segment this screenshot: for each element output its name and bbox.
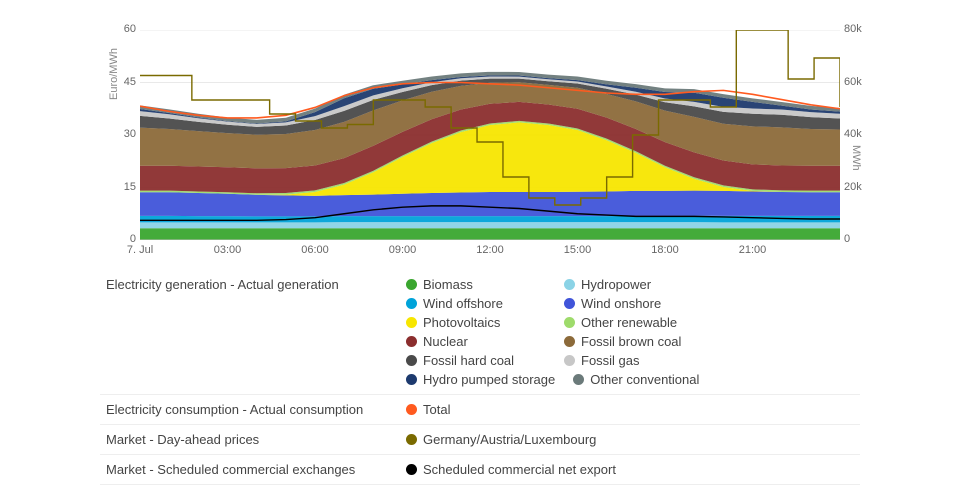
legend-swatch — [564, 317, 575, 328]
legend-item[interactable]: Scheduled commercial net export — [406, 462, 616, 477]
legend-swatch — [406, 374, 417, 385]
x-tick: 18:00 — [651, 244, 679, 256]
y-left-tick: 30 — [106, 128, 136, 140]
legend: Electricity generation - Actual generati… — [100, 270, 860, 485]
y-right-tick: 60k — [844, 76, 874, 88]
legend-row: Market - Day-ahead prices Germany/Austria… — [100, 425, 860, 455]
y-right-tick: 0 — [844, 233, 874, 245]
y-right-tick: 40k — [844, 128, 874, 140]
legend-item[interactable]: Fossil gas — [564, 353, 704, 368]
legend-swatch — [406, 279, 417, 290]
legend-item[interactable]: Hydropower — [564, 277, 704, 292]
legend-item[interactable]: Photovoltaics — [406, 315, 546, 330]
legend-item[interactable]: Other conventional — [573, 372, 713, 387]
legend-row-items: Scheduled commercial net export — [406, 462, 860, 477]
legend-item[interactable]: Other renewable — [564, 315, 704, 330]
legend-label: Fossil gas — [581, 353, 640, 368]
chart-svg — [140, 30, 840, 240]
legend-label: Nuclear — [423, 334, 468, 349]
x-tick: 12:00 — [476, 244, 504, 256]
y-right-tick: 80k — [844, 23, 874, 35]
legend-swatch — [406, 355, 417, 366]
legend-item[interactable]: Total — [406, 402, 546, 417]
legend-label: Other conventional — [590, 372, 699, 387]
energy-chart-panel: Euro/MWh MWh 015304560 020k40k60k80k 7. … — [0, 0, 960, 500]
legend-label: Total — [423, 402, 450, 417]
y-left-tick: 45 — [106, 76, 136, 88]
legend-swatch — [406, 434, 417, 445]
legend-row-title: Market - Day-ahead prices — [100, 432, 406, 447]
legend-row-items: Germany/Austria/Luxembourg — [406, 432, 860, 447]
legend-label: Wind offshore — [423, 296, 503, 311]
legend-swatch — [564, 336, 575, 347]
legend-label: Scheduled commercial net export — [423, 462, 616, 477]
legend-swatch — [406, 298, 417, 309]
y-left-tick: 60 — [106, 23, 136, 35]
y-right-axis-label: MWh — [850, 145, 862, 171]
legend-label: Wind onshore — [581, 296, 661, 311]
legend-row: Market - Scheduled commercial exchanges S… — [100, 455, 860, 485]
legend-swatch — [564, 279, 575, 290]
legend-swatch — [573, 374, 584, 385]
legend-item[interactable]: Fossil brown coal — [564, 334, 704, 349]
legend-item[interactable]: Nuclear — [406, 334, 546, 349]
legend-item[interactable]: Biomass — [406, 277, 546, 292]
x-tick: 15:00 — [564, 244, 592, 256]
legend-label: Other renewable — [581, 315, 677, 330]
legend-row-title: Electricity consumption - Actual consump… — [100, 402, 406, 417]
y-right-tick: 20k — [844, 181, 874, 193]
x-tick: 7. Jul — [127, 244, 153, 256]
legend-label: Hydro pumped storage — [423, 372, 555, 387]
legend-row-items: Biomass Hydropower Wind offshore Wind onsho… — [406, 277, 860, 387]
x-tick: 03:00 — [214, 244, 242, 256]
legend-item[interactable]: Wind offshore — [406, 296, 546, 311]
legend-label: Hydropower — [581, 277, 651, 292]
legend-label: Fossil brown coal — [581, 334, 681, 349]
x-tick: 09:00 — [389, 244, 417, 256]
legend-row-items: Total — [406, 402, 860, 417]
legend-swatch — [406, 336, 417, 347]
legend-row: Electricity generation - Actual generati… — [100, 270, 860, 395]
chart-plot-area — [140, 30, 840, 240]
legend-label: Photovoltaics — [423, 315, 500, 330]
legend-swatch — [406, 464, 417, 475]
legend-label: Biomass — [423, 277, 473, 292]
legend-swatch — [564, 298, 575, 309]
legend-item[interactable]: Fossil hard coal — [406, 353, 546, 368]
legend-row-title: Electricity generation - Actual generati… — [100, 277, 406, 292]
legend-label: Fossil hard coal — [423, 353, 514, 368]
legend-row: Electricity consumption - Actual consump… — [100, 395, 860, 425]
legend-label: Germany/Austria/Luxembourg — [423, 432, 596, 447]
y-left-tick: 15 — [106, 181, 136, 193]
legend-item[interactable]: Wind onshore — [564, 296, 704, 311]
legend-swatch — [406, 317, 417, 328]
legend-swatch — [406, 404, 417, 415]
x-tick: 21:00 — [739, 244, 767, 256]
legend-swatch — [564, 355, 575, 366]
y-left-axis-label: Euro/MWh — [108, 48, 120, 100]
legend-row-title: Market - Scheduled commercial exchanges — [100, 462, 406, 477]
x-tick: 06:00 — [301, 244, 329, 256]
legend-item[interactable]: Hydro pumped storage — [406, 372, 555, 387]
legend-item[interactable]: Germany/Austria/Luxembourg — [406, 432, 596, 447]
